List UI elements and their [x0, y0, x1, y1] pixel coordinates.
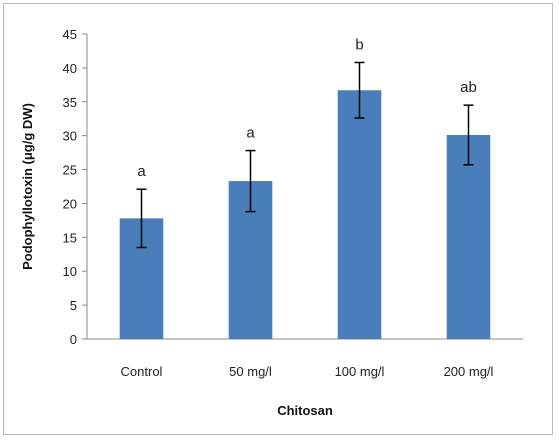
y-tick-label: 0	[70, 332, 77, 347]
y-tick-label: 35	[63, 95, 77, 110]
y-tick-label: 25	[63, 163, 77, 178]
x-tick-label: 200 mg/l	[444, 364, 494, 379]
significance-letter: a	[137, 163, 146, 180]
y-tick-label: 40	[63, 61, 77, 76]
y-tick-label: 45	[63, 27, 77, 42]
y-tick-label: 5	[70, 298, 77, 313]
y-tick-label: 30	[63, 129, 77, 144]
y-tick-label: 15	[63, 230, 77, 245]
x-axis-category-labels: Control 50 mg/l 100 mg/l 200 mg/l	[121, 364, 494, 379]
x-tick-label: 100 mg/l	[335, 364, 385, 379]
significance-letter: ab	[460, 79, 477, 96]
error-bars-group	[136, 61, 474, 249]
bar	[446, 134, 491, 339]
y-axis-ticks: 0 5 10 15 20 25 30 35 40 45	[63, 27, 87, 347]
bars-group	[119, 90, 491, 339]
y-tick-label: 20	[63, 196, 77, 211]
x-tick-label: 50 mg/l	[229, 364, 272, 379]
bar	[337, 90, 382, 339]
significance-letter: a	[246, 125, 255, 142]
y-tick-label: 10	[63, 264, 77, 279]
significance-letter: b	[355, 36, 363, 53]
x-axis-title: Chitosan	[277, 403, 333, 418]
y-axis-title: Podophyllotoxin (μg/g DW)	[20, 103, 35, 270]
x-tick-label: Control	[121, 364, 163, 379]
